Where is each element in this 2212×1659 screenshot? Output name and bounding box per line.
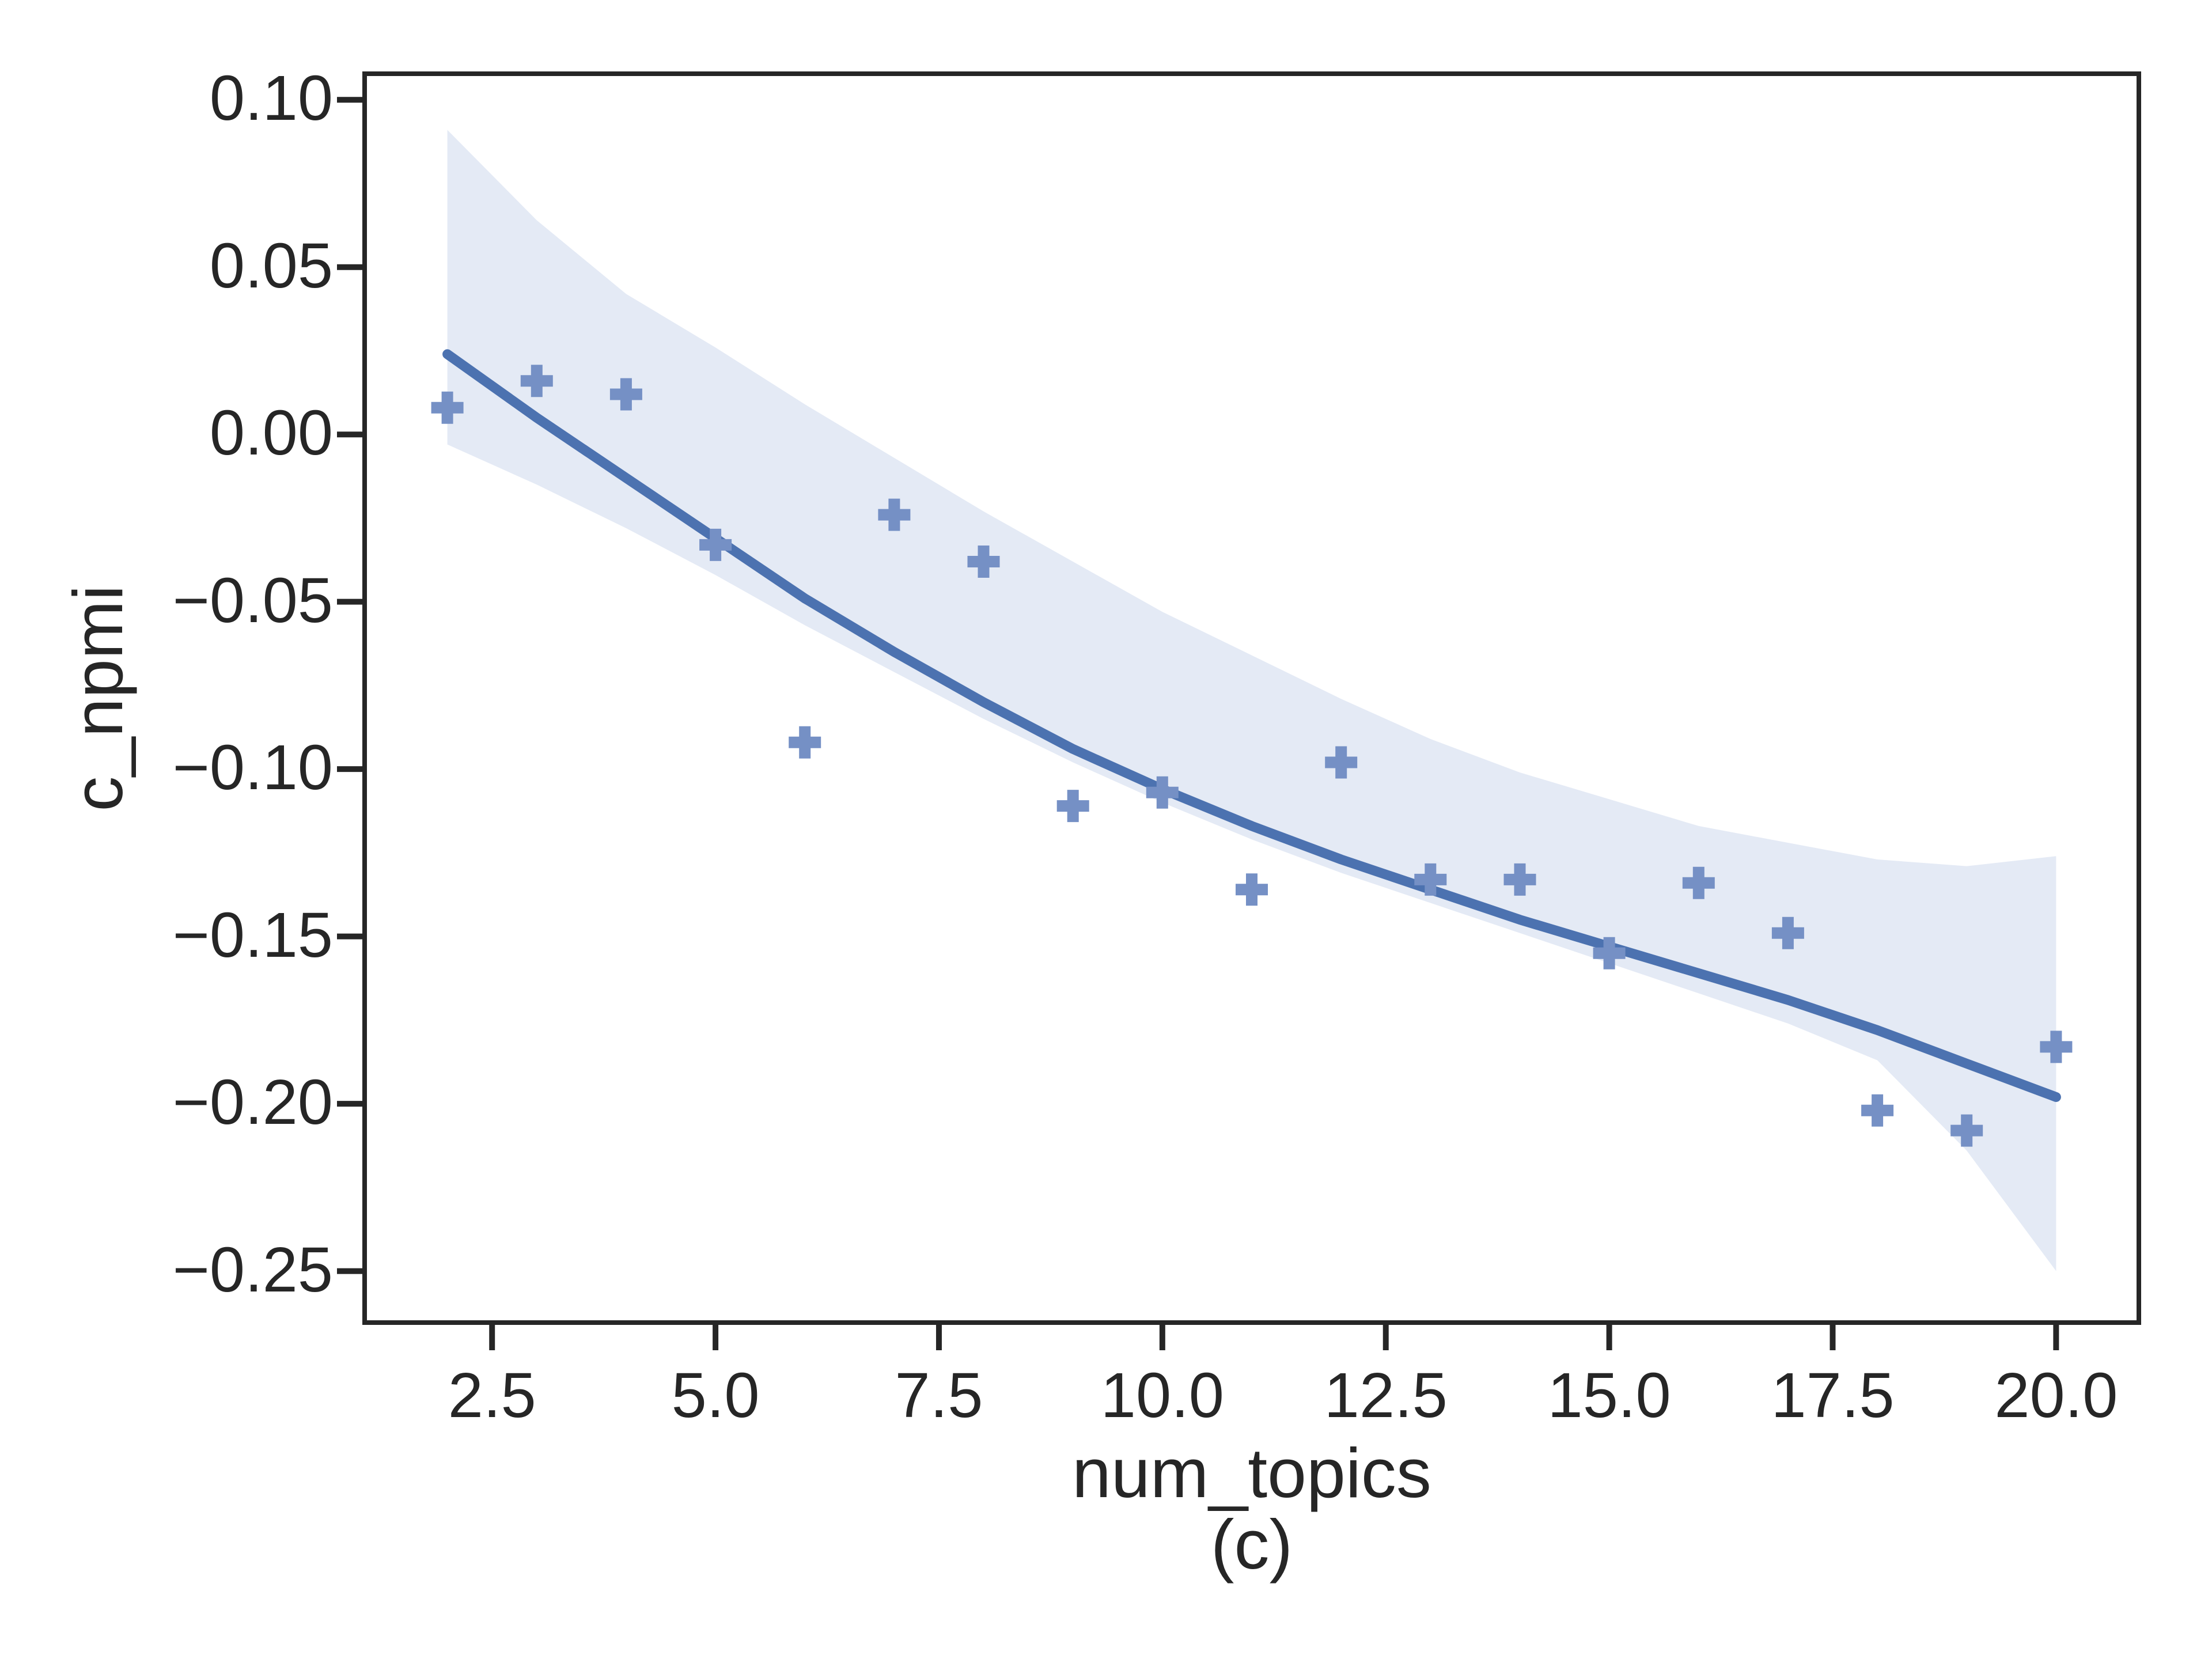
x-axis-label: num_topics: [1072, 1434, 1431, 1512]
x-tick-label: 17.5: [1771, 1360, 1895, 1431]
y-tick-label: 0.10: [209, 63, 333, 134]
axis-ticks: [337, 97, 2059, 1350]
x-tick-label: 15.0: [1547, 1360, 1671, 1431]
figure-caption: (c): [1210, 1505, 1293, 1584]
y-tick-label: 0.00: [209, 397, 333, 469]
x-tick-label: 2.5: [448, 1360, 536, 1431]
y-axis-label: c_npmi: [59, 585, 137, 812]
scatter-marker: [431, 365, 2073, 1147]
x-tick-label: 20.0: [1994, 1360, 2118, 1431]
scatter-points: [431, 365, 2073, 1147]
x-tick-label: 12.5: [1324, 1360, 1448, 1431]
y-tick-label: −0.05: [172, 565, 333, 636]
confidence-band: [447, 130, 2056, 1271]
y-tick-label: 0.05: [209, 230, 333, 301]
y-tick-label: −0.15: [172, 899, 333, 971]
y-tick-label: −0.10: [172, 732, 333, 803]
x-tick-label: 5.0: [671, 1360, 760, 1431]
y-tick-label: −0.20: [172, 1066, 333, 1138]
x-tick-label: 10.0: [1100, 1360, 1224, 1431]
chart-canvas: [337, 97, 2073, 1350]
x-tick-label: 7.5: [895, 1360, 983, 1431]
y-tick-label: −0.25: [172, 1234, 333, 1305]
plot-area: [337, 71, 2141, 1350]
